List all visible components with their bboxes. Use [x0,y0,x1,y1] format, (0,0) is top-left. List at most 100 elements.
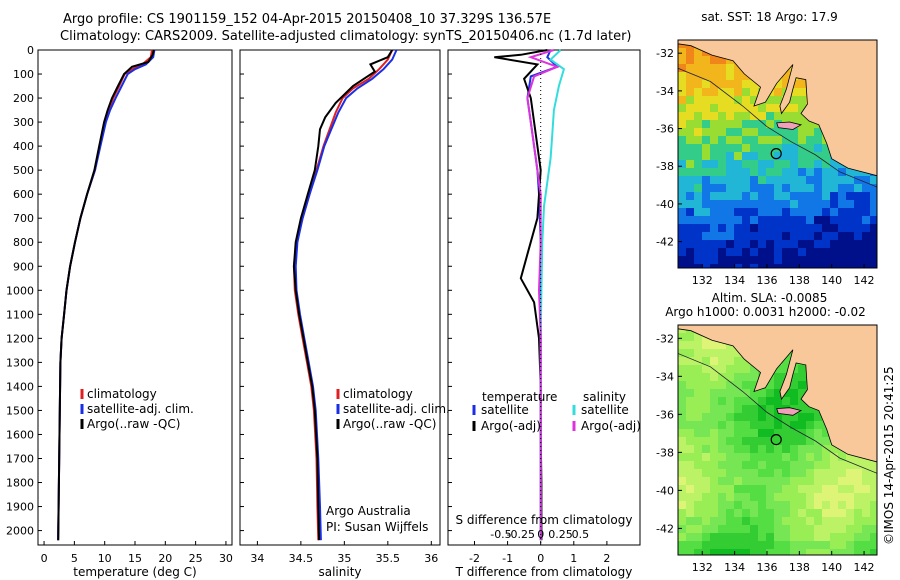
depth-tick-label: 1500 [6,404,34,417]
salinity-panel: 34 34.5 35 35.5 36 salinity climatologysatelli… [239,49,450,579]
lon-tick-label: 132 [692,561,713,574]
sst-map-frame [677,39,878,269]
depth-tick-label: 200 [13,92,34,105]
depth-tick-label: 1000 [6,284,34,297]
lon-tick-label: 142 [854,561,875,574]
x-tick-label: 35 [337,552,351,565]
depth-tick-label: 1700 [6,452,34,465]
x-tick-label: 30 [219,552,233,565]
figure-title-line2: Climatology: CARS2009. Satellite-adjuste… [60,29,632,44]
legend-header-temperature: temperature [482,390,557,404]
x-tick-label: 20 [158,552,172,565]
s-tick-label: 0.5 [572,528,590,541]
isobath-line [678,353,877,474]
x-tick-label: 5 [71,552,78,565]
depth-tick-label: 700 [13,212,34,225]
x-tick-label: 15 [128,552,142,565]
depth-tick-label: 1900 [6,501,34,514]
depth-tick-label: 2000 [6,525,34,538]
lat-tick-label: -42 [656,236,674,249]
lat-tick-label: -40 [656,484,674,497]
legend-entry: satellite [581,403,629,417]
depth-tick-label: 800 [13,236,34,249]
difference-s-label: S difference from climatology [456,513,633,527]
depth-tick-label: 300 [13,116,34,129]
depth-tick-label: 1200 [6,332,34,345]
kangaroo-island [776,121,803,130]
depth-tick-label: 100 [13,68,34,81]
annotation-line2: PI: Susan Wijffels [326,520,428,534]
lat-tick-label: -32 [656,332,674,345]
lat-tick-label: -32 [656,47,674,60]
x-tick-label: 0 [537,552,544,565]
imos-credit: ©IMOS 14-Apr-2015 20:41:25 [882,366,896,545]
legend-entry: Argo(-adj) [581,419,641,433]
x-tick-label: 34.5 [289,552,314,565]
legend-entry: climatology [343,387,413,401]
isobath-line [678,67,877,188]
temperature-axes-box [37,49,233,546]
temperature-xlabel: temperature (deg C) [73,565,196,579]
x-tick-label: 36 [424,552,438,565]
x-tick-label: -1 [502,552,513,565]
lat-tick-label: -36 [656,408,674,421]
s-tick-label: -0.5 [490,528,511,541]
lon-tick-label: 140 [821,561,842,574]
depth-tick-label: 400 [13,140,34,153]
x-tick-label: 0 [41,552,48,565]
x-tick-label: 10 [98,552,112,565]
series-line-satellite_salinity [539,49,566,541]
depth-tick-label: 0 [27,44,34,57]
land-polygon [678,325,877,463]
lon-tick-label: 134 [724,274,745,287]
x-tick-label: 35.5 [376,552,401,565]
lat-tick-label: -34 [656,85,674,98]
temperature-panel: 0100200300400500600700800900100011001200… [6,44,233,579]
lon-tick-label: 136 [756,561,777,574]
difference-axes-box [447,49,641,546]
difference-xlabel: T difference from climatology [455,565,633,579]
s-tick-label: -0.25 [507,528,535,541]
lon-tick-label: 132 [692,274,713,287]
x-tick-label: 2 [603,552,610,565]
legend-entry: satellite-adj. clim. [87,402,194,416]
land-polygon [678,40,877,177]
depth-tick-label: 1600 [6,428,34,441]
sst-map-title: sat. SST: 18 Argo: 17.9 [701,10,838,24]
depth-tick-label: 1400 [6,380,34,393]
sla-map-title-line2: Argo h1000: 0.0031 h2000: -0.02 [665,305,866,319]
x-tick-label: 34 [250,552,264,565]
s-tick-label: 0 [537,528,544,541]
x-tick-label: 1 [570,552,577,565]
legend-entry: Argo(..raw -QC) [87,417,180,431]
lon-tick-label: 138 [789,274,810,287]
series-line-argo [57,49,155,541]
lon-tick-label: 142 [854,274,875,287]
series-line-satellite [294,49,398,541]
series-line-climatology [292,49,394,541]
series-line-satellite [57,49,156,541]
depth-tick-label: 1800 [6,477,34,490]
profile-location-marker [770,434,782,446]
depth-tick-label: 500 [13,164,34,177]
legend-entry: Argo(-adj) [481,419,541,433]
sla-map-frame [677,324,878,556]
legend-entry: satellite-adj. clim. [343,402,450,416]
sla-map-title-line1: Altim. SLA: -0.0085 [712,291,828,305]
x-tick-label: 25 [189,552,203,565]
x-tick-label: -2 [469,552,480,565]
lon-tick-label: 140 [821,274,842,287]
lon-tick-label: 134 [724,561,745,574]
series-line-argo [292,49,394,541]
lat-tick-label: -34 [656,370,674,383]
difference-panel: -2 -1 0 1 2T difference from climatology -0.5… [447,49,641,579]
lat-tick-label: -38 [656,160,674,173]
legend-entry: Argo(..raw -QC) [343,417,436,431]
lat-tick-label: -42 [656,522,674,535]
legend-entry: climatology [87,387,157,401]
s-tick-label: 0.25 [548,528,573,541]
figure-title-line1: Argo profile: CS 1901159_152 04-Apr-2015… [63,12,552,27]
depth-tick-label: 900 [13,260,34,273]
sst-map: 132 134 136 138 140 142 -32 -34 -36 -38 -40 -42 sat.… [656,10,878,287]
sla-map: 132 134 136 138 140 142 -32 -34 -36 -38 -40 -42 Alti… [656,291,878,574]
